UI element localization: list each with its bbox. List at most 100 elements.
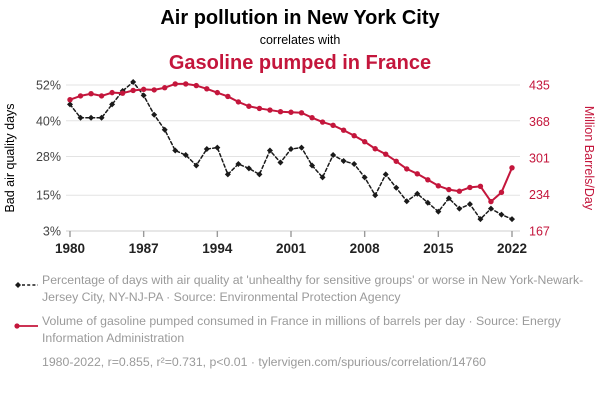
data-point — [509, 164, 515, 171]
data-point — [193, 82, 199, 88]
page-title: Air pollution in New York City — [160, 7, 440, 29]
x-axis-tick: 1994 — [202, 241, 233, 256]
data-point — [393, 158, 399, 164]
x-axis-tick: 1987 — [129, 241, 159, 256]
data-point — [487, 205, 494, 212]
chart-svg: 3% 167 15% 234 28% 301 40% 368 52% 435 1980 1987 199… — [3, 78, 596, 256]
y-axis-right-tick: 368 — [529, 115, 550, 129]
data-point — [77, 92, 84, 99]
data-point — [193, 162, 200, 169]
legend-label-left-series: Percentage of days with air quality at '… — [42, 273, 584, 305]
data-point — [340, 157, 347, 164]
data-point — [445, 194, 452, 201]
data-point — [88, 114, 95, 121]
data-point — [203, 145, 210, 152]
data-point — [98, 114, 105, 121]
y-axis-right-title: Million Barrels/Day — [582, 106, 596, 211]
data-point — [214, 89, 221, 96]
data-point — [477, 183, 484, 189]
data-point — [351, 132, 357, 139]
data-point — [109, 89, 115, 96]
x-axis-tick: 2001 — [276, 241, 307, 256]
data-point — [393, 184, 400, 191]
data-point — [88, 90, 94, 97]
data-point — [309, 162, 316, 169]
data-point — [245, 165, 252, 172]
data-point — [435, 182, 442, 189]
data-point — [109, 101, 116, 108]
data-point — [267, 107, 273, 113]
data-point — [204, 85, 210, 92]
data-point — [266, 147, 273, 154]
y-axis-right-tick: 234 — [529, 188, 550, 202]
data-point — [372, 191, 379, 198]
y-axis-left-title: Bad air quality days — [3, 103, 17, 212]
data-point — [119, 90, 126, 96]
series-left — [67, 78, 515, 222]
y-axis-right-tick: 301 — [529, 151, 550, 165]
data-point — [288, 145, 294, 152]
data-point — [225, 93, 231, 99]
data-point — [172, 147, 179, 154]
data-point — [162, 84, 168, 91]
data-point — [182, 151, 189, 158]
y-axis-right-tick: 167 — [529, 224, 550, 238]
legend-label-right-series: Volume of gasoline pumped consumed in Fr… — [42, 313, 561, 346]
data-point — [330, 122, 336, 128]
data-point — [298, 144, 305, 151]
data-point — [183, 80, 189, 87]
legend-item-right-series: Volume of gasoline pumped consumed in Fr… — [10, 313, 590, 348]
chart-title-block: Air pollution in New York City correlate… — [0, 0, 600, 76]
x-axis-tick: 2015 — [423, 241, 454, 256]
y-axis-left-tick: 40% — [36, 114, 61, 128]
data-point — [277, 108, 284, 115]
y-axis-left-tick: 3% — [43, 224, 61, 238]
data-point — [77, 114, 84, 121]
data-point — [361, 174, 368, 181]
data-point — [488, 198, 494, 205]
data-point — [456, 188, 463, 194]
data-point — [383, 151, 389, 157]
data-point — [414, 190, 421, 197]
data-point — [425, 176, 431, 183]
data-point — [456, 205, 463, 212]
data-point — [319, 119, 326, 125]
data-point — [414, 170, 420, 177]
data-point — [403, 197, 410, 204]
data-point — [277, 159, 284, 166]
y-axis-left-tick: 28% — [36, 150, 61, 164]
data-point — [298, 109, 305, 116]
legend-item-left-series: Percentage of days with air quality at '… — [10, 272, 590, 307]
data-point — [151, 111, 158, 118]
data-point — [446, 186, 452, 193]
data-point — [288, 109, 294, 115]
data-point — [404, 165, 410, 172]
data-point — [235, 160, 242, 167]
black-dashed-diamond-icon — [10, 272, 42, 295]
y-axis-right-tick: 435 — [529, 78, 550, 92]
title-connector: correlates with — [259, 33, 341, 47]
data-point — [361, 138, 368, 145]
data-point — [477, 215, 484, 222]
correlation-note: 1980-2022, r=0.855, r²=0.731, p<0.01 · t… — [42, 354, 486, 369]
y-axis-left-tick: 52% — [36, 78, 61, 92]
data-point — [67, 96, 73, 103]
data-point — [351, 160, 358, 167]
data-point — [161, 126, 168, 133]
data-point — [224, 171, 231, 178]
red-solid-circle-icon — [10, 313, 42, 336]
data-point — [435, 208, 442, 215]
data-point — [466, 200, 473, 207]
data-point — [340, 127, 347, 133]
data-point — [498, 189, 505, 195]
y-axis-left-tick: 15% — [36, 188, 61, 202]
data-point — [151, 86, 157, 93]
data-point — [130, 78, 137, 85]
data-point — [67, 101, 73, 108]
data-point — [424, 199, 431, 206]
data-point — [372, 145, 378, 152]
data-point — [214, 144, 221, 151]
x-axis-tick: 1980 — [55, 241, 85, 256]
plot-area: 3% 167 15% 234 28% 301 40% 368 52% 435 1980 1987 199… — [0, 76, 600, 276]
